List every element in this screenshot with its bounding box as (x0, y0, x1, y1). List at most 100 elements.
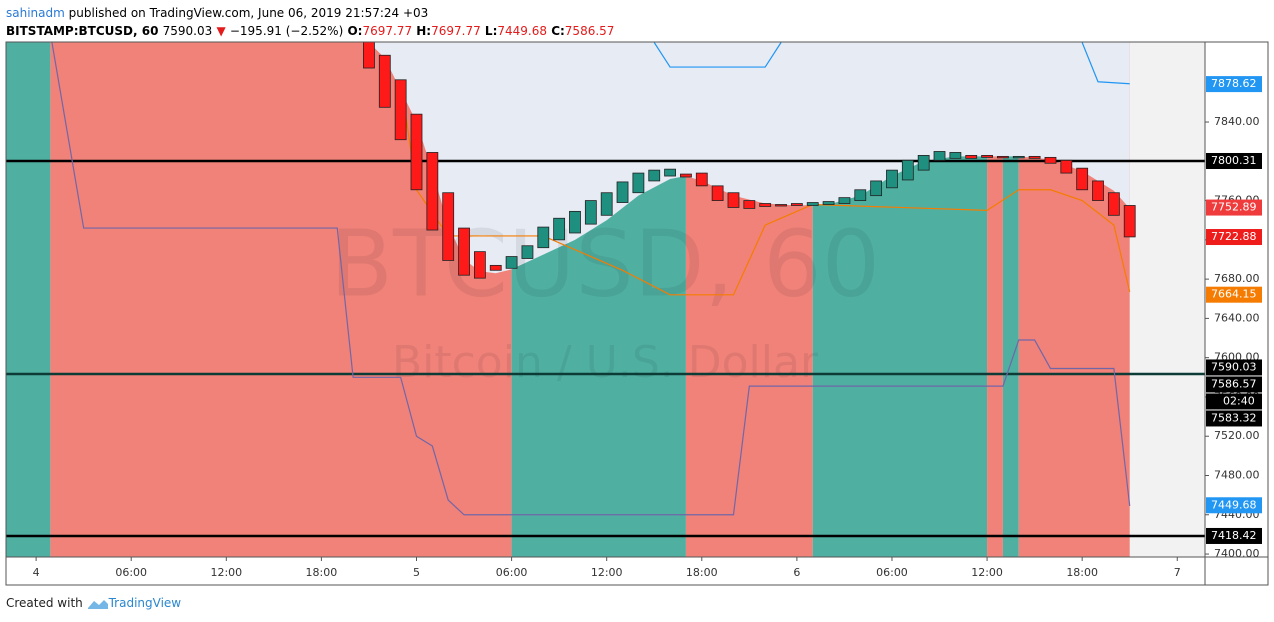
candle-body (537, 226, 550, 249)
price-label: 7583.32 (1211, 411, 1257, 424)
price-label: 7800.31 (1211, 154, 1257, 167)
price-label-bg (1206, 286, 1262, 303)
watermark-sub: Bitcoin / U.S. Dollar (392, 337, 819, 388)
candle-body (870, 180, 883, 197)
countdown: 02:40 (1223, 394, 1255, 407)
candle-body (1107, 192, 1120, 216)
watermark: BTCUSD, 60 (330, 210, 880, 317)
x-tick-label: 6 (793, 566, 800, 579)
candle-body (901, 159, 914, 181)
line-2: BITSTAMP:BTCUSD, 60 7590.03 ▼ −195.91 (−… (6, 22, 614, 40)
signal-band (1002, 42, 1019, 557)
last: 7590.03 (162, 24, 213, 38)
candle-body (1076, 167, 1089, 191)
candle-body (949, 152, 962, 159)
candle-body (1044, 156, 1057, 164)
candle-body (1028, 155, 1041, 159)
x-tick-label: 06:00 (496, 566, 528, 579)
published: published on TradingView.com, June 06, 2… (68, 6, 429, 20)
price-label-bg (1206, 199, 1262, 216)
price-label-bg (1206, 527, 1262, 544)
brand: TradingView (108, 596, 182, 610)
y-tick-label: 7520.00 (1214, 429, 1260, 442)
candle-body (886, 169, 898, 189)
created: Created with (6, 596, 83, 610)
candle-body (775, 204, 787, 207)
signal-band (6, 42, 51, 557)
candle-body (426, 152, 439, 231)
candle-body (569, 210, 581, 234)
candle-body (917, 155, 930, 171)
price-label: 7752.89 (1211, 201, 1257, 214)
x-tick-label: 12:00 (971, 566, 1003, 579)
price-label-bg (1206, 497, 1262, 514)
ohlc-value: 7697.77 (362, 24, 413, 38)
change: −195.91 (−2.52%) (229, 24, 344, 38)
candle-body (489, 264, 502, 271)
candle-body (473, 251, 486, 279)
price-label-bg (1206, 152, 1262, 169)
x-tick-label: 06:00 (876, 566, 908, 579)
candle-body (997, 155, 1009, 159)
price-label: 7722.88 (1211, 230, 1257, 243)
x-tick-label: 5 (413, 566, 420, 579)
candle-body (711, 185, 724, 201)
x-tick-label: 06:00 (115, 566, 147, 579)
author: sahinadm (6, 6, 65, 20)
logo (87, 599, 108, 609)
candle-body (616, 181, 629, 203)
candle-body (458, 227, 470, 276)
x-tick-label: 4 (33, 566, 40, 579)
header: sahinadm published on TradingView.com, J… (6, 4, 614, 40)
price-label-bg (1206, 76, 1262, 93)
candle-body (790, 203, 803, 206)
indicator-line (51, 42, 1131, 516)
candle-body (838, 197, 851, 204)
signal-band (987, 42, 1003, 557)
candle-body (727, 192, 740, 208)
x-tick-label: 18:00 (1066, 566, 1098, 579)
x-tick-label: 18:00 (686, 566, 718, 579)
ohlc-value: 7449.68 (497, 24, 547, 38)
footer: Created with TradingView (6, 596, 181, 610)
candle-body (442, 192, 455, 261)
candle-body (680, 173, 692, 178)
y-tick-label: 7680.00 (1214, 272, 1260, 285)
price-label: 7878.62 (1211, 77, 1257, 90)
price-label-bg (1206, 229, 1262, 246)
candle-body (965, 155, 978, 159)
ohlc-label: C: (551, 24, 565, 38)
cloud (368, 42, 1130, 274)
candle-body (822, 201, 835, 205)
candle-body (743, 200, 756, 209)
indicator-line (653, 42, 1130, 85)
x-tick-label: 12:00 (210, 566, 242, 579)
candle-body (1060, 159, 1073, 174)
y-tick-label: 7840.00 (1214, 115, 1260, 128)
candle-body (410, 113, 423, 191)
candle-body (378, 54, 391, 108)
x-tick-label: 12:00 (591, 566, 623, 579)
candle-body (854, 189, 867, 201)
x-tick-label: 7 (1174, 566, 1181, 579)
y-tick-label: 7400.00 (1214, 547, 1260, 560)
frame (5, 41, 1269, 586)
candle-body (806, 202, 819, 206)
candle-body (600, 192, 613, 216)
candle-body (664, 168, 676, 177)
price-label-bg (1206, 376, 1262, 393)
candle-body (553, 217, 566, 241)
symbol: BITSTAMP:BTCUSD, 60 (6, 24, 159, 38)
price-label: 7590.03 (1211, 360, 1257, 373)
ohlc-label: L: (484, 24, 498, 38)
price-label: 7418.42 (1211, 529, 1257, 542)
y-tick-label: 7640.00 (1214, 311, 1260, 324)
candle-body (521, 245, 534, 259)
candle-body (632, 172, 645, 194)
candle-body (505, 256, 518, 269)
ohlc-label: H: (416, 24, 432, 38)
countdown-bg (1206, 393, 1262, 410)
y-tick-label: 7480.00 (1214, 469, 1260, 482)
